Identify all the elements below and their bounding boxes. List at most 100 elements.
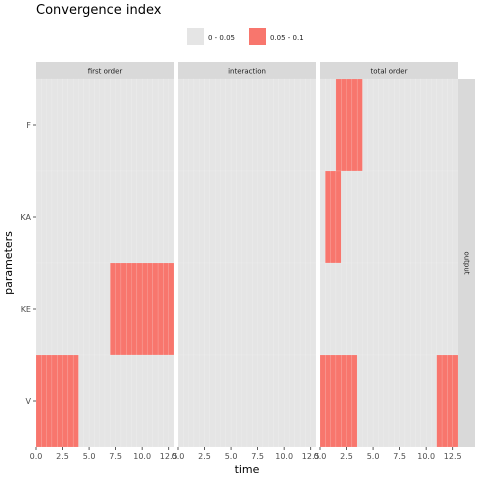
cell-interaction-ke [268, 262, 274, 356]
cell-total-order-ke [341, 262, 347, 356]
x-tick-label: 10.0 [275, 452, 293, 461]
cell-interaction-v [204, 354, 211, 448]
cell-total-order-ka [319, 170, 326, 264]
cell-total-order-ke [351, 262, 358, 356]
cell-first-order-f [83, 78, 90, 172]
cell-first-order-f [88, 78, 95, 172]
panel-interaction: interaction 0.0 2.5 5.0 7.5 10.0 12.5 [172, 62, 320, 461]
cell-first-order-ka [147, 170, 153, 264]
cell-first-order-v [163, 354, 169, 448]
cell-total-order-f [415, 78, 422, 172]
cell-total-order-v [420, 354, 427, 448]
cell-first-order-v [168, 354, 175, 448]
cell-interaction-f [246, 78, 253, 172]
cell-interaction-v [294, 354, 301, 448]
cell-interaction-f [268, 78, 274, 172]
cell-total-order-v [341, 354, 347, 448]
cell-interaction-v [289, 354, 295, 448]
cell-total-order-f [452, 78, 459, 172]
cell-first-order-v [120, 354, 127, 448]
y-tick-label-ke: KE [21, 305, 31, 314]
cell-first-order-ka [131, 170, 138, 264]
cell-total-order-ke [378, 262, 384, 356]
cell-interaction-v [209, 354, 216, 448]
cell-total-order-ka [425, 170, 432, 264]
y-tick-label-ka: KA [20, 213, 31, 222]
cell-interaction-v [214, 354, 221, 448]
cell-first-order-ka [157, 170, 164, 264]
y-tick-label-f: F [26, 121, 31, 130]
cell-interaction-v [252, 354, 258, 448]
cell-interaction-ke [252, 262, 258, 356]
cell-total-order-v [362, 354, 368, 448]
cell-interaction-ka [273, 170, 280, 264]
x-tick-label: 12.5 [160, 452, 178, 461]
cell-interaction-ke [257, 262, 264, 356]
cell-interaction-f [177, 78, 184, 172]
cell-total-order-ke [330, 262, 337, 356]
cell-first-order-f [78, 78, 84, 172]
cell-total-order-f [394, 78, 400, 172]
cell-interaction-f [183, 78, 189, 172]
cell-first-order-ke [115, 262, 122, 356]
cell-interaction-v [220, 354, 226, 448]
cell-first-order-ka [120, 170, 127, 264]
cell-interaction-ke [246, 262, 253, 356]
legend-swatch-high [249, 28, 266, 45]
cell-total-order-f [436, 78, 443, 172]
cell-interaction-ka [188, 170, 195, 264]
cell-first-order-f [147, 78, 153, 172]
cell-total-order-ke [415, 262, 422, 356]
cell-interaction-ka [305, 170, 311, 264]
cell-interaction-f [236, 78, 242, 172]
cell-interaction-v [183, 354, 189, 448]
cell-total-order-f [441, 78, 448, 172]
cell-total-order-v [335, 354, 342, 448]
cell-interaction-ke [188, 262, 195, 356]
cell-interaction-ke [193, 262, 200, 356]
cell-interaction-ke [209, 262, 216, 356]
cell-interaction-v [310, 354, 317, 448]
cell-interaction-ka [241, 170, 248, 264]
cell-total-order-v [351, 354, 358, 448]
cell-first-order-f [157, 78, 164, 172]
strip-label-first-order: first order [88, 68, 123, 76]
cell-total-order-ke [436, 262, 443, 356]
cell-interaction-f [283, 78, 290, 172]
cell-first-order-f [110, 78, 116, 172]
cell-interaction-ke [305, 262, 311, 356]
cell-first-order-f [136, 78, 143, 172]
cell-total-order-f [399, 78, 406, 172]
cell-interaction-ka [214, 170, 221, 264]
cell-interaction-v [188, 354, 195, 448]
row-strip-label: output [463, 251, 471, 274]
cell-total-order-f [383, 78, 390, 172]
cell-interaction-ka [183, 170, 189, 264]
cell-total-order-ka [335, 170, 342, 264]
x-tick-label: 7.5 [393, 452, 406, 461]
cell-interaction-v [230, 354, 237, 448]
cell-total-order-f [420, 78, 427, 172]
cell-interaction-ka [252, 170, 258, 264]
cell-total-order-f [330, 78, 337, 172]
cell-total-order-v [436, 354, 443, 448]
row-strip: output [458, 79, 475, 447]
cell-total-order-ke [441, 262, 448, 356]
cell-total-order-ka [388, 170, 395, 264]
y-axis-title: parameters [2, 231, 15, 295]
cell-total-order-f [367, 78, 374, 172]
cell-interaction-f [273, 78, 280, 172]
cell-total-order-f [362, 78, 368, 172]
cell-interaction-ke [294, 262, 301, 356]
cell-first-order-ka [126, 170, 132, 264]
x-tick-label: 7.5 [109, 452, 122, 461]
panel-first-order: first order 0.0 2.5 5.0 7.5 10.0 12.5 [30, 62, 178, 461]
cell-first-order-ka [94, 170, 100, 264]
cell-interaction-ka [246, 170, 253, 264]
cell-total-order-f [319, 78, 326, 172]
cell-first-order-ka [168, 170, 175, 264]
cell-first-order-f [67, 78, 74, 172]
legend-swatch-low [187, 28, 204, 45]
cell-first-order-f [46, 78, 53, 172]
